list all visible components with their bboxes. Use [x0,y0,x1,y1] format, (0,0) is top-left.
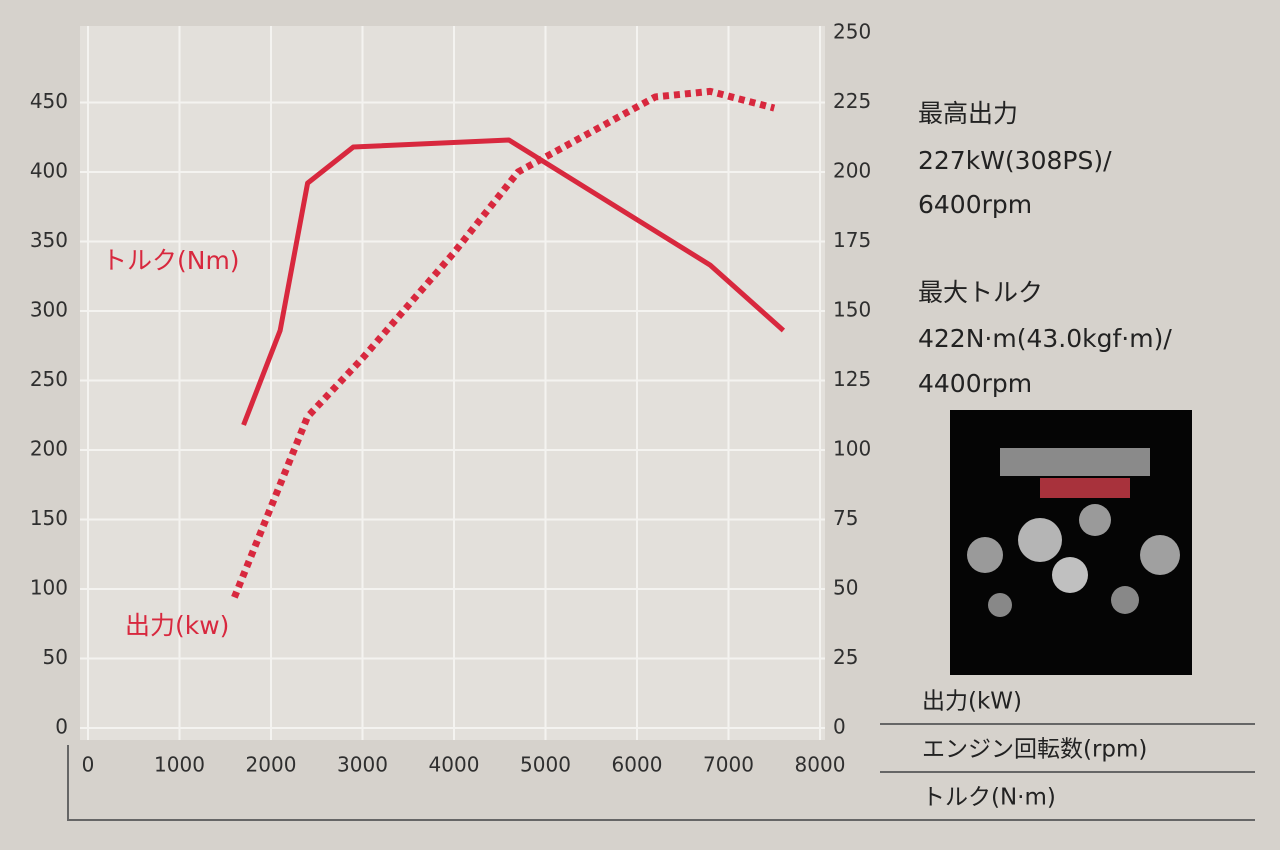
x-tick-label: 2000 [246,753,297,777]
y-tick-label: 150 [30,506,68,530]
y-tick-label: 200 [30,437,68,461]
spec-title: 最高出力 [918,99,1018,128]
y-tick-label: 350 [30,228,68,252]
y-tick-label: 400 [30,159,68,183]
y2-tick-label: 225 [833,89,871,113]
y2-tick-label: 250 [833,20,871,44]
series-line [231,87,776,599]
spec-line: 227kW(308PS)/ [918,146,1112,175]
series-label: トルク(Nm) [102,246,240,275]
y2-tick-label: 200 [833,159,871,183]
spec-line: 6400rpm [918,190,1032,219]
x-tick-label: 0 [82,753,95,777]
y2-tick-label: 100 [833,437,871,461]
y-tick-label: 50 [43,645,68,669]
x-tick-label: 5000 [520,753,571,777]
spec-title: 最大トルク [918,278,1043,307]
y2-tick-label: 175 [833,228,871,252]
x-tick-label: 4000 [429,753,480,777]
series-line [241,137,786,426]
y-tick-label: 250 [30,367,68,391]
x-tick-label: 7000 [703,753,754,777]
y2-tick-label: 125 [833,367,871,391]
y2-axis-label: 出力(kW) [922,689,1022,715]
y-tick-label: 100 [30,576,68,600]
x-tick-label: 8000 [795,753,846,777]
x-tick-label: 6000 [612,753,663,777]
y2-tick-label: 75 [833,506,858,530]
spec-line: 422N·m(43.0kgf·m)/ [918,324,1172,353]
x-axis-label: エンジン回転数(rpm) [922,737,1147,763]
y2-tick-label: 150 [833,298,871,322]
series-label: 出力(kw) [125,611,229,640]
y2-tick-label: 25 [833,645,858,669]
engine-photo [950,410,1192,675]
axis-frame [67,745,1255,821]
y-tick-label: 300 [30,298,68,322]
grid [80,26,825,740]
x-tick-label: 1000 [154,753,205,777]
y2-tick-label: 50 [833,576,858,600]
y2-tick-label: 0 [833,715,846,739]
x-tick-label: 3000 [337,753,388,777]
spec-line: 4400rpm [918,369,1032,398]
y-tick-label: 450 [30,89,68,113]
y-tick-label: 0 [55,715,68,739]
y-axis-label: トルク(N·m) [922,785,1056,811]
